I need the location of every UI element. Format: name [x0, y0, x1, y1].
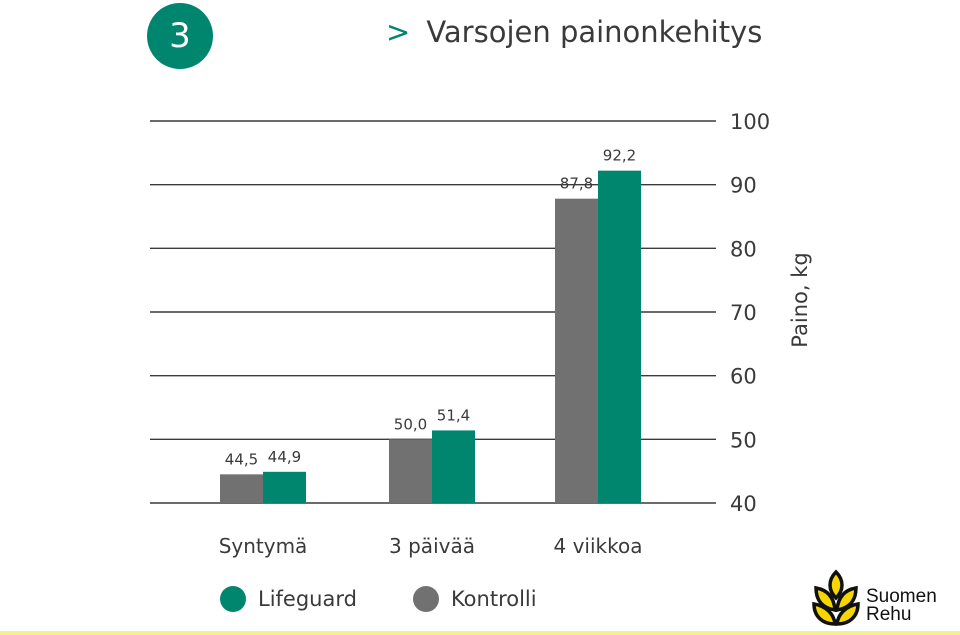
legend-swatch-kontrolli	[412, 586, 439, 612]
legend-label-kontrolli: Kontrolli	[450, 587, 537, 611]
y-tick-label-80: 80	[730, 237, 757, 261]
legend-item-lifeguard: Lifeguard	[220, 586, 357, 612]
x-tick-label-3: 4 viikkoa	[554, 534, 643, 558]
x-tick-label-1: Syntymä	[219, 534, 308, 558]
figure-number-badge: 3	[147, 3, 213, 69]
logo-text: Suomen Rehu	[866, 586, 937, 625]
wheat-sprout-icon	[812, 569, 860, 626]
data-label-lifeguard-3: 92,2	[603, 147, 636, 165]
y-tick-label-60: 60	[730, 365, 757, 389]
bottom-highlight-strip	[0, 631, 960, 635]
legend: Lifeguard Kontrolli	[220, 586, 593, 612]
legend-swatch-lifeguard	[220, 586, 246, 612]
data-label-kontrolli-1: 44,5	[225, 450, 258, 468]
data-label-lifeguard-2: 51,4	[437, 406, 470, 424]
bar-kontrolli-2	[389, 439, 432, 503]
bar-kontrolli-3	[555, 198, 598, 503]
logo-text-line2: Rehu	[866, 604, 912, 625]
logo-text-line1: Suomen	[866, 586, 937, 607]
bar-lifeguard-3	[598, 170, 641, 503]
bar-lifeguard-2	[432, 430, 475, 503]
legend-item-kontrolli: Kontrolli	[412, 586, 537, 612]
bar-lifeguard-1	[263, 471, 306, 503]
y-tick-label-100: 100	[730, 110, 770, 134]
data-label-kontrolli-3: 87,8	[560, 175, 593, 193]
bar-kontrolli-1	[220, 474, 263, 503]
y-tick-label-50: 50	[730, 428, 757, 452]
chart-title: > Varsojen painonkehitys	[386, 15, 762, 49]
legend-label-lifeguard: Lifeguard	[258, 587, 357, 611]
chevron-right-icon: >	[386, 15, 411, 49]
y-tick-label-40: 40	[730, 492, 757, 516]
figure-number: 3	[169, 16, 191, 56]
y-tick-label-70: 70	[730, 301, 757, 325]
y-axis-label: Paino, kg	[788, 252, 812, 347]
y-tick-label-90: 90	[730, 174, 757, 198]
x-tick-label-2: 3 päivää	[389, 534, 475, 558]
chart-title-text: Varsojen painonkehitys	[426, 15, 763, 49]
data-label-lifeguard-1: 44,9	[268, 448, 301, 466]
suomen-rehu-logo: Suomen Rehu	[808, 566, 954, 628]
data-label-kontrolli-2: 50,0	[394, 415, 427, 433]
